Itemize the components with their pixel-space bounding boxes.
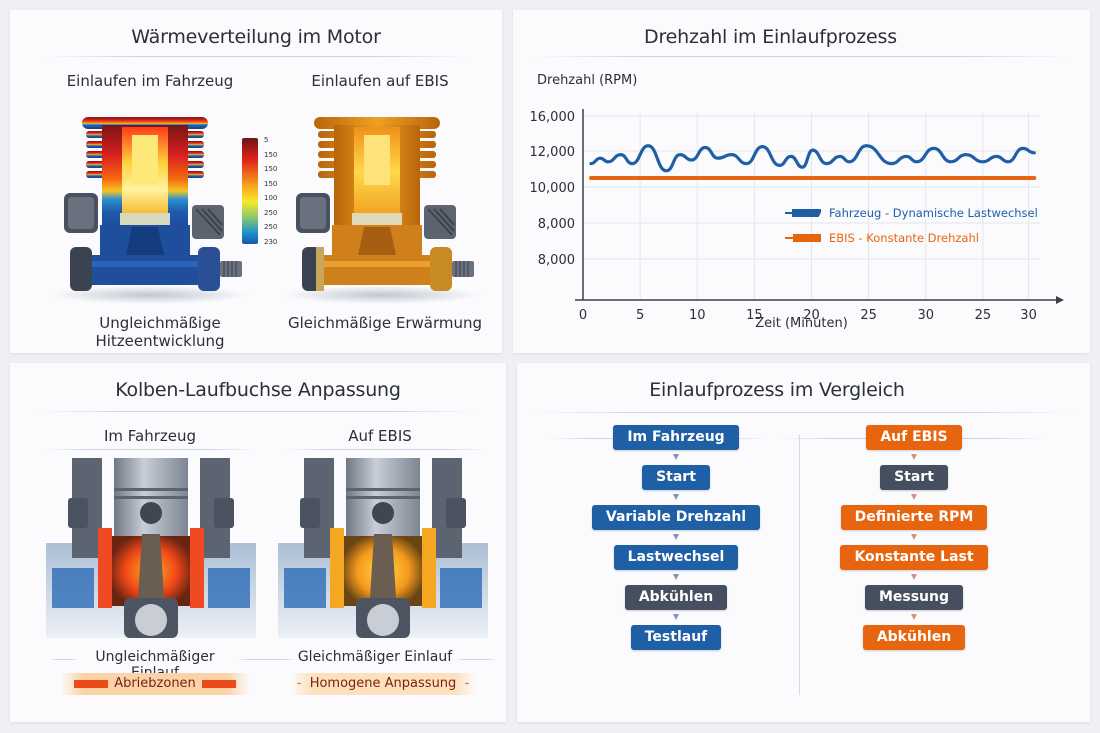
flow-arrow-icon — [911, 494, 917, 500]
hot-bar-icon — [74, 680, 108, 688]
flow-arrow-icon — [673, 574, 679, 580]
caption-divider — [236, 659, 296, 660]
y-tick-label: 16,000 — [530, 110, 576, 125]
panel-title: Wärmeverteilung im Motor — [131, 26, 381, 48]
y-tick-label: 12,000 — [530, 145, 576, 160]
piston-fit-panel: Kolben-Laufbuchse Anpassung Im Fahrzeug … — [10, 363, 506, 722]
flow-step: Messung — [864, 585, 964, 610]
abrasion-zones-badge: Abriebzonen — [60, 673, 250, 695]
flow-step: Abkühlen — [624, 585, 728, 610]
legend-item-vehicle: Fahrzeug - Dynamische Lastwechsel — [785, 206, 1038, 220]
flow-step: Lastwechsel — [613, 545, 739, 570]
heat-distribution-panel: Wärmeverteilung im Motor Einlaufen im Fa… — [10, 10, 502, 353]
ebis-process-flow: Auf EBIS Start Definierte RPM Konstante Las… — [814, 425, 1014, 650]
flow-step: Im Fahrzeug — [613, 425, 739, 450]
flow-arrow-icon — [911, 534, 917, 540]
piston-cutaway-ebis — [278, 458, 488, 638]
flow-arrow-icon — [911, 614, 917, 620]
flow-arrow-icon — [911, 574, 917, 580]
flow-step: Abkühlen — [862, 625, 966, 650]
engine-thermal-image-ebis — [272, 105, 487, 305]
vehicle-engine-label: Einlaufen im Fahrzeug — [66, 72, 234, 90]
title-divider — [36, 411, 480, 412]
scale-tick: 100 — [264, 194, 278, 202]
label-divider — [44, 449, 254, 450]
column-divider — [799, 435, 800, 695]
rpm-line-chart: 16,000 12,000 10,000 8,000 8,000 0 5 10 15 20 25 30… — [513, 95, 1090, 345]
flow-step: Start — [880, 465, 948, 490]
y-tick-label: 8,000 — [538, 217, 575, 232]
hot-bar-icon — [202, 680, 236, 688]
series-line-0 — [589, 144, 1036, 173]
x-tick-label: 10 — [689, 308, 706, 323]
badge-label: Abriebzonen — [114, 676, 196, 691]
scale-tick: 150 — [264, 165, 278, 173]
flow-arrow-icon — [911, 454, 917, 460]
x-tick-label: 25 — [975, 308, 992, 323]
caption-divider — [50, 659, 78, 660]
flow-arrow-icon — [673, 454, 679, 460]
badge-label: Homogene Anpassung — [309, 676, 457, 691]
scale-tick: 250 — [264, 208, 278, 217]
title-divider — [533, 56, 1070, 57]
title-divider — [533, 412, 1074, 413]
caption-divider — [456, 659, 496, 660]
label-divider — [286, 449, 486, 450]
flow-arrow-icon — [673, 494, 679, 500]
scale-tick: 150 — [264, 150, 278, 159]
rpm-chart-panel: Drehzahl im Einlaufprozess Drehzahl (RPM… — [513, 10, 1090, 353]
legend-swatch-blue — [785, 209, 821, 217]
flow-step: Konstante Last — [840, 545, 988, 570]
panel-title: Einlaufprozess im Vergleich — [649, 379, 905, 401]
temperature-scale-legend — [240, 136, 260, 246]
y-axis-label: Drehzahl (RPM) — [537, 73, 638, 88]
panel-title: Drehzahl im Einlaufprozess — [644, 26, 897, 48]
x-tick-label: 0 — [579, 308, 587, 323]
dash-icon: - — [464, 676, 470, 691]
legend-swatch-orange — [785, 234, 821, 242]
ebis-heat-caption: Gleichmäßige Erwärmung — [287, 314, 483, 332]
x-tick-label: 20 — [803, 308, 820, 323]
x-axis-label: Zeit (Minuten) — [755, 316, 848, 331]
scale-tick: 250 — [264, 223, 278, 231]
scale-tick: 150 — [264, 179, 278, 188]
y-tick-label: 8,000 — [538, 253, 575, 268]
temperature-scale-ticks: 5 150 150 150 100 250 250 230 — [264, 133, 294, 249]
panel-title: Kolben-Laufbuchse Anpassung — [115, 379, 401, 401]
dash-icon: - — [296, 676, 302, 691]
engine-thermal-image-vehicle — [40, 105, 255, 305]
flow-step: Auf EBIS — [866, 425, 962, 450]
ebis-engine-label: Einlaufen auf EBIS — [311, 72, 449, 90]
x-tick-label: 25 — [860, 308, 877, 323]
legend-item-ebis: EBIS - Konstante Drehzahl — [785, 231, 979, 245]
x-tick-label: 5 — [636, 308, 644, 323]
flow-arrow-icon — [673, 614, 679, 620]
flow-step: Definierte RPM — [840, 505, 988, 530]
homogeneous-fit-badge: - Homogene Anpassung - — [290, 673, 476, 695]
x-tick-label: 30 — [917, 308, 934, 323]
flow-step: Start — [642, 465, 710, 490]
scale-tick: 230 — [264, 237, 278, 246]
flow-arrow-icon — [673, 534, 679, 540]
x-tick-label: 15 — [746, 308, 763, 323]
title-divider — [46, 56, 466, 57]
vehicle-piston-label: Im Fahrzeug — [103, 427, 197, 445]
scale-tick: 5 — [264, 136, 269, 144]
legend-label: Fahrzeug - Dynamische Lastwechsel — [829, 206, 1038, 220]
flow-step: Variable Drehzahl — [591, 505, 761, 530]
ebis-piston-label: Auf EBIS — [348, 427, 412, 445]
flow-step: Testlauf — [630, 625, 722, 650]
legend-label: EBIS - Konstante Drehzahl — [829, 231, 979, 245]
y-tick-label: 10,000 — [530, 181, 576, 196]
x-tick-label: 30 — [1020, 308, 1037, 323]
ebis-wear-caption: Gleichmäßiger Einlauf — [297, 649, 453, 665]
process-comparison-panel: Einlaufprozess im Vergleich Im Fahrzeug S… — [517, 363, 1090, 722]
vehicle-heat-caption: Ungleichmäßige Hitzeentwicklung — [95, 314, 225, 350]
vehicle-process-flow: Im Fahrzeug Start Variable Drehzahl Lastwec… — [576, 425, 776, 650]
piston-cutaway-vehicle — [46, 458, 256, 638]
